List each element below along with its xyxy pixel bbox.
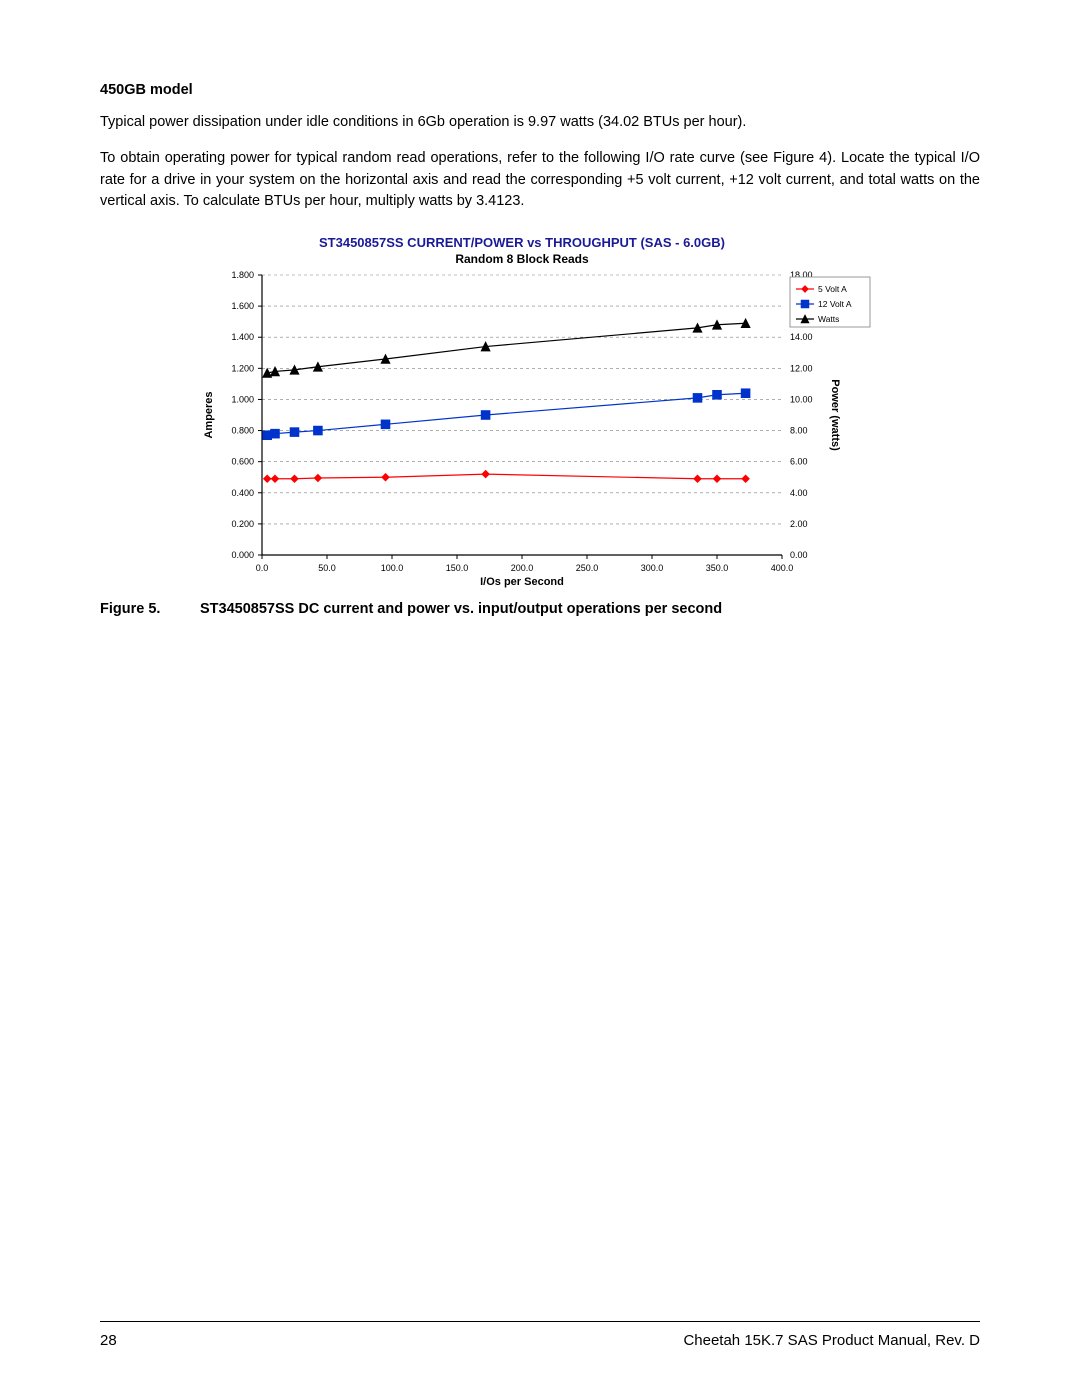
svg-text:6.00: 6.00 bbox=[790, 457, 808, 467]
svg-text:150.0: 150.0 bbox=[446, 563, 469, 573]
svg-text:12 Volt A: 12 Volt A bbox=[818, 299, 852, 309]
svg-text:350.0: 350.0 bbox=[706, 563, 729, 573]
footer-title: Cheetah 15K.7 SAS Product Manual, Rev. D bbox=[683, 1332, 980, 1349]
page-footer: 28 Cheetah 15K.7 SAS Product Manual, Rev… bbox=[100, 1321, 980, 1349]
svg-text:250.0: 250.0 bbox=[576, 563, 599, 573]
svg-text:1.400: 1.400 bbox=[231, 332, 254, 342]
svg-text:Amperes: Amperes bbox=[203, 391, 215, 438]
svg-text:400.0: 400.0 bbox=[771, 563, 794, 573]
svg-text:2.00: 2.00 bbox=[790, 519, 808, 529]
svg-text:0.00: 0.00 bbox=[790, 550, 808, 560]
svg-text:1.800: 1.800 bbox=[231, 270, 254, 280]
svg-text:Random 8 Block Reads: Random 8 Block Reads bbox=[455, 252, 589, 266]
paragraph-1: Typical power dissipation under idle con… bbox=[100, 112, 980, 134]
figure-label: Figure 5. bbox=[100, 601, 200, 617]
svg-text:200.0: 200.0 bbox=[511, 563, 534, 573]
svg-text:12.00: 12.00 bbox=[790, 363, 813, 373]
svg-text:I/Os per Second: I/Os per Second bbox=[480, 576, 564, 588]
figure-caption-row: Figure 5. ST3450857SS DC current and pow… bbox=[100, 601, 980, 617]
svg-text:ST3450857SS CURRENT/POWER vs T: ST3450857SS CURRENT/POWER vs THROUGHPUT … bbox=[319, 235, 725, 250]
svg-text:0.200: 0.200 bbox=[231, 519, 254, 529]
svg-text:50.0: 50.0 bbox=[318, 563, 336, 573]
svg-text:8.00: 8.00 bbox=[790, 426, 808, 436]
paragraph-2: To obtain operating power for typical ra… bbox=[100, 148, 980, 213]
svg-text:0.400: 0.400 bbox=[231, 488, 254, 498]
svg-text:Power (watts): Power (watts) bbox=[829, 379, 841, 451]
page-number: 28 bbox=[100, 1332, 117, 1349]
svg-text:1.600: 1.600 bbox=[231, 301, 254, 311]
svg-text:0.800: 0.800 bbox=[231, 426, 254, 436]
svg-text:300.0: 300.0 bbox=[641, 563, 664, 573]
chart-container: ST3450857SS CURRENT/POWER vs THROUGHPUT … bbox=[100, 231, 980, 591]
svg-text:4.00: 4.00 bbox=[790, 488, 808, 498]
svg-text:100.0: 100.0 bbox=[381, 563, 404, 573]
svg-text:0.000: 0.000 bbox=[231, 550, 254, 560]
svg-text:14.00: 14.00 bbox=[790, 332, 813, 342]
svg-text:1.200: 1.200 bbox=[231, 363, 254, 373]
section-heading: 450GB model bbox=[100, 82, 980, 98]
svg-text:0.600: 0.600 bbox=[231, 457, 254, 467]
svg-text:5 Volt A: 5 Volt A bbox=[818, 284, 847, 294]
chart-svg: ST3450857SS CURRENT/POWER vs THROUGHPUT … bbox=[190, 231, 890, 591]
figure-caption-text: ST3450857SS DC current and power vs. inp… bbox=[200, 601, 722, 617]
svg-text:1.000: 1.000 bbox=[231, 394, 254, 404]
svg-text:Watts: Watts bbox=[818, 314, 839, 324]
svg-text:10.00: 10.00 bbox=[790, 394, 813, 404]
svg-text:0.0: 0.0 bbox=[256, 563, 269, 573]
